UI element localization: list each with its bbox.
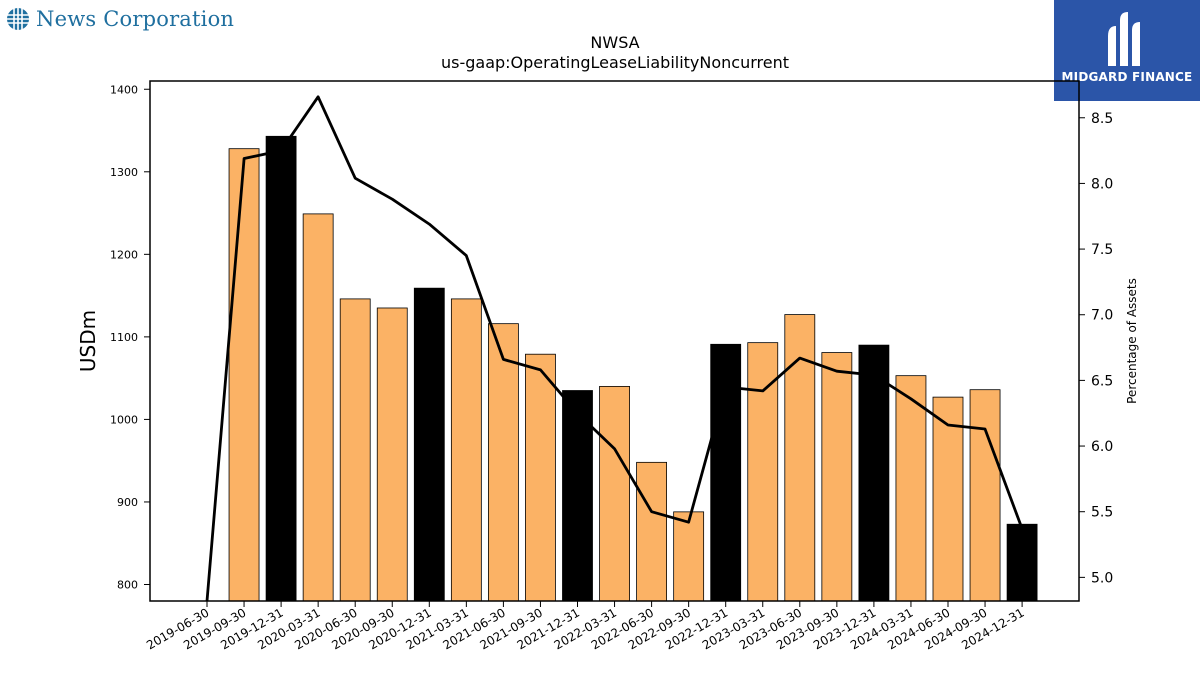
bar-2024-03-31 <box>895 375 927 602</box>
bar-series <box>228 135 1038 602</box>
y-tick-label: 1000 <box>110 413 138 426</box>
bar-2019-12-31 <box>265 135 297 602</box>
y-tick-label: 900 <box>117 496 138 509</box>
y2-tick-label: 5.0 <box>1091 570 1113 586</box>
x-axis: 2019-06-302019-09-302019-12-312020-03-31… <box>144 601 1027 652</box>
bar-2024-12-31 <box>1006 523 1038 602</box>
y-tick-label: 1200 <box>110 248 138 261</box>
chart-title: NWSA <box>590 33 639 52</box>
bar-2020-09-30 <box>376 307 408 602</box>
bar-2021-12-31 <box>562 390 593 602</box>
y2-tick-label: 8.0 <box>1091 176 1113 192</box>
bar-2021-06-30 <box>487 323 519 602</box>
y-axis-label: USDm <box>76 310 100 372</box>
y2-tick-label: 7.0 <box>1091 308 1113 324</box>
y-tick-label: 800 <box>117 578 138 591</box>
bar-2021-09-30 <box>525 353 556 602</box>
bar-2023-03-31 <box>747 342 779 602</box>
bar-2022-03-31 <box>599 385 630 602</box>
bar-2023-12-31 <box>858 344 890 602</box>
bar-2022-06-30 <box>636 461 667 602</box>
y-axis-right: 5.0 5.5 6.0 6.5 7.0 7.5 8.0 8.5 <box>1079 111 1113 586</box>
y2-tick-label: 5.5 <box>1091 505 1113 521</box>
bar-2019-09-30 <box>228 148 260 602</box>
y2-axis-label: Percentage of Assets <box>1125 278 1139 404</box>
bar-2020-03-31 <box>302 213 334 602</box>
bar-2021-03-31 <box>450 298 482 602</box>
bar-2020-06-30 <box>339 298 371 602</box>
bar-2022-12-31 <box>710 343 742 602</box>
bar-2022-09-30 <box>673 511 705 602</box>
line-series <box>205 95 1024 602</box>
y-tick-label: 1100 <box>110 331 138 344</box>
bar-2024-06-30 <box>932 396 964 602</box>
y-axis-left: 800 900 1000 1100 1200 1300 1400 <box>110 83 150 591</box>
y2-tick-label: 6.0 <box>1091 439 1113 455</box>
company-logo: News Corporation <box>6 4 234 34</box>
line-percentage-of-assets <box>205 95 1024 602</box>
brand-name: MIDGARD FINANCE <box>1061 70 1193 84</box>
globe-icon <box>7 8 29 30</box>
y2-tick-label: 6.5 <box>1091 373 1113 389</box>
chart-subtitle: us-gaap:OperatingLeaseLiabilityNoncurren… <box>441 53 789 72</box>
bar-2020-12-31 <box>413 287 445 602</box>
midgard-logo-icon <box>1108 12 1140 66</box>
y2-tick-label: 8.5 <box>1091 111 1113 127</box>
bar-2023-09-30 <box>821 352 853 602</box>
y2-tick-label: 7.5 <box>1091 242 1113 258</box>
company-name: News Corporation <box>36 7 235 31</box>
y-tick-label: 1400 <box>110 83 138 96</box>
y-tick-label: 1300 <box>110 166 138 179</box>
bar-2024-09-30 <box>969 389 1001 602</box>
